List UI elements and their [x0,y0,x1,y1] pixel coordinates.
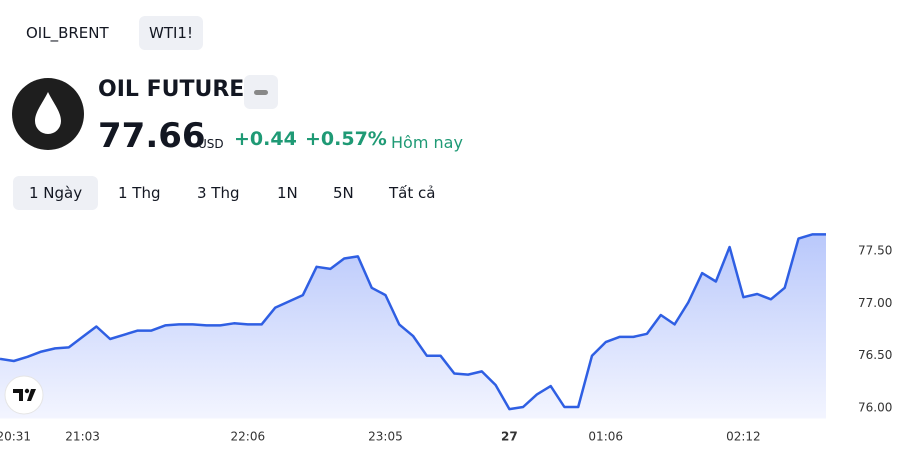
tab[interactable]: OIL_BRENT [26,24,109,42]
title: OIL FUTURES [98,77,261,102]
change-percent: +0.57% [305,128,387,150]
tradingview-logo[interactable] [4,375,44,415]
tab[interactable]: WTI1! [139,16,203,50]
x-tick-label: 21:03 [65,430,100,444]
range-button[interactable]: 3 Thg [197,184,240,202]
line [0,233,826,411]
x-tick-label: 23:05 [368,430,403,444]
currency: USD [198,137,224,151]
range-button[interactable]: 1 Ngày [13,176,99,210]
x-tick-label: 02:12 [726,430,761,444]
x-tick-label: 20:31 [0,430,31,444]
oil-icon [12,78,84,150]
y-tick-label: 76.50 [858,348,892,362]
y-tick-label: 77.00 [858,296,892,310]
x-tick-label: 01:06 [588,430,623,444]
price: 77.66 [98,116,206,156]
range-button[interactable]: 1N [277,184,298,202]
range-button[interactable]: 5N [333,184,354,202]
period: Hôm nay [391,133,463,152]
badge [244,75,278,109]
x-tick-label: 27 [501,430,518,444]
y-tick-label: 76.00 [858,401,892,415]
area [0,234,826,419]
range-button[interactable]: Tất cả [389,184,436,202]
y-tick-label: 77.50 [858,244,892,258]
x-tick-label: 22:06 [231,430,266,444]
range-button[interactable]: 1 Thg [118,184,161,202]
change: +0.44 [234,128,297,150]
